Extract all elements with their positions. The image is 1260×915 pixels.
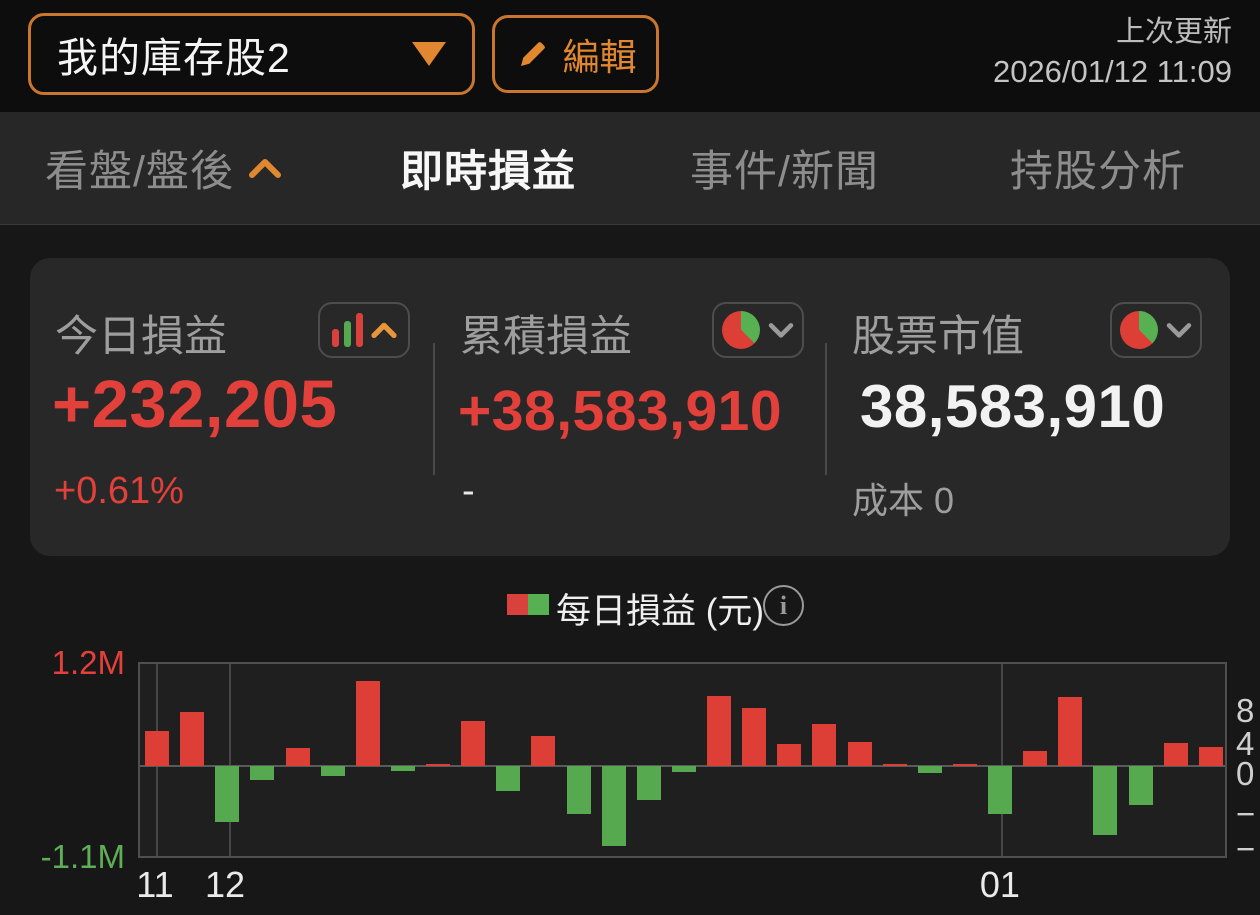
tab-events-news[interactable]: 事件/新聞	[690, 112, 879, 224]
right-axis-label: −	[1236, 795, 1256, 832]
chevron-down-icon	[1166, 323, 1192, 338]
chart-bar	[250, 766, 275, 780]
tab-market-watch[interactable]: 看盤/盤後	[45, 112, 282, 224]
header: 我的庫存股2 編輯 上次更新 2026/01/12 11:09	[0, 0, 1260, 112]
tab-bar: 看盤/盤後 即時損益 事件/新聞 持股分析	[0, 112, 1260, 225]
chart-bar	[566, 766, 591, 814]
chart-bar	[461, 721, 486, 767]
daily-pl-chart: 1.2M -1.1M 11 12 01 8 4 0− −	[0, 630, 1260, 915]
tab-realtime-pl[interactable]: 即時損益	[400, 112, 576, 224]
legend-title: 每日損益 (元)	[556, 592, 765, 631]
bar-chart-icon	[331, 313, 363, 347]
x-axis-month-label: 01	[979, 864, 1020, 905]
chart-bar	[1128, 766, 1153, 806]
chart-bar	[742, 708, 767, 767]
tab-holdings-analysis[interactable]: 持股分析	[1010, 112, 1186, 224]
edit-button-label: 編輯	[562, 37, 637, 78]
pie-chart-icon	[1120, 311, 1158, 349]
month-gridline	[228, 664, 231, 856]
right-axis-label: 4	[1236, 725, 1255, 762]
edit-button[interactable]: 編輯	[492, 15, 659, 93]
tab-market-watch-label: 看盤/盤後	[45, 148, 234, 196]
right-axis-label: 0	[1236, 755, 1255, 792]
y-axis-max-label: 1.2M	[51, 644, 125, 681]
pencil-icon	[520, 42, 545, 66]
right-axis-label: −	[1236, 830, 1256, 867]
chart-bar	[215, 766, 240, 823]
today-pl-chart-toggle-button[interactable]	[318, 302, 410, 358]
chart-bar	[988, 766, 1013, 814]
month-gridline	[1000, 664, 1003, 856]
chevron-down-icon	[768, 323, 794, 338]
chart-bar	[777, 744, 802, 767]
pie-chart-icon	[722, 311, 760, 349]
market-value: 38,583,910	[860, 373, 1166, 440]
chart-bar	[285, 748, 310, 767]
cumulative-pl-sub: -	[462, 470, 475, 512]
last-update-label: 上次更新	[1115, 16, 1232, 48]
market-value-label: 股票市值	[852, 313, 1024, 361]
chart-bar	[601, 766, 626, 846]
chart-bar	[426, 763, 451, 767]
tab-realtime-pl-label: 即時損益	[400, 148, 576, 196]
market-value-pie-button[interactable]	[1110, 302, 1202, 358]
chart-bar	[320, 766, 345, 777]
legend-red-swatch	[507, 594, 528, 615]
chart-bar	[952, 764, 977, 767]
chart-bar	[847, 741, 872, 767]
chart-bar	[1163, 743, 1188, 767]
summary-card: 今日損益 +232,205 +0.61% 累積損益 +38,583,910 - …	[30, 258, 1230, 556]
y-axis-min-label: -1.1M	[40, 838, 125, 875]
chart-bar	[1093, 766, 1118, 836]
chart-legend: 每日損益 (元) i	[0, 583, 1260, 631]
chart-bar	[180, 711, 205, 767]
x-axis-month-label: 11	[136, 864, 174, 905]
chart-bar	[1198, 746, 1223, 767]
legend-green-swatch	[528, 594, 549, 615]
chart-bar	[917, 766, 942, 774]
chart-bar	[531, 735, 556, 767]
chart-bar	[671, 766, 696, 773]
chart-bar	[390, 766, 415, 772]
chevron-up-icon	[248, 159, 281, 178]
chart-bar	[707, 696, 732, 767]
cumulative-pl-pie-button[interactable]	[712, 302, 804, 358]
portfolio-name: 我的庫存股2	[57, 35, 291, 81]
dropdown-arrow-icon	[412, 42, 446, 66]
chart-bar	[1058, 697, 1083, 767]
cumulative-pl-value: +38,583,910	[458, 379, 783, 443]
chart-bar	[882, 764, 907, 767]
today-pl-label: 今日損益	[55, 313, 227, 361]
right-axis-label: 8	[1236, 692, 1255, 729]
chart-bar	[636, 766, 661, 801]
cumulative-pl-label: 累積損益	[460, 313, 632, 361]
last-update: 上次更新 2026/01/12 11:09	[993, 14, 1232, 92]
card-divider	[825, 343, 827, 475]
chevron-up-icon	[370, 322, 397, 339]
last-update-time: 2026/01/12 11:09	[992, 53, 1232, 89]
chart-bar	[1023, 750, 1048, 767]
today-pl-percent: +0.61%	[54, 470, 184, 512]
portfolio-dropdown[interactable]: 我的庫存股2	[28, 13, 475, 95]
tab-holdings-analysis-label: 持股分析	[1010, 148, 1186, 196]
chart-bar	[355, 681, 380, 767]
chart-bar	[496, 766, 521, 791]
market-value-cost: 成本 0	[852, 480, 955, 521]
daily-pl-plot[interactable]	[138, 662, 1227, 858]
x-axis-month-label: 12	[204, 864, 246, 905]
chart-bar	[145, 731, 169, 767]
card-divider	[433, 343, 435, 475]
today-pl-value: +232,205	[52, 367, 338, 442]
tab-events-news-label: 事件/新聞	[690, 148, 879, 196]
chart-bar	[812, 723, 837, 767]
info-icon[interactable]: i	[763, 585, 804, 626]
